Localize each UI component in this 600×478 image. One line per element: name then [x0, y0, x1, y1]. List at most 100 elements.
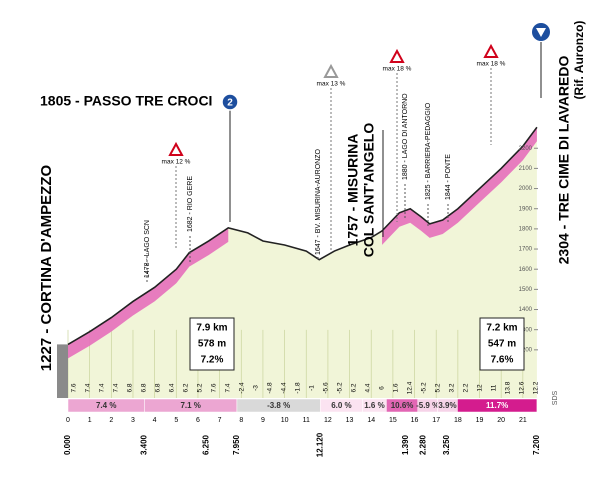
x-tick-label: 0: [66, 417, 70, 424]
climb-info: 7.9 km: [196, 323, 227, 334]
gradient-label: 7.4 %: [96, 401, 116, 410]
climb-info: 7.6%: [491, 355, 514, 366]
climb-box: [189, 317, 235, 371]
partial-gradient: 13.8: [505, 381, 512, 394]
partial-gradient: -5.2: [421, 382, 428, 394]
start-cliff: [57, 344, 68, 398]
climb-info: 7.2 km: [486, 323, 517, 334]
point-label: 1647 - BV. MISURINA-AURONZO: [315, 149, 322, 255]
gradient-label: 6.0 %: [331, 401, 351, 410]
y-tick-label: 1700: [519, 247, 533, 253]
distance-label: 0.000: [63, 434, 72, 455]
partial-gradient: 4.4: [365, 383, 372, 392]
distance-label: 12.120: [315, 432, 324, 457]
distance-label: 7.950: [232, 434, 241, 455]
partial-gradient: 7.6: [211, 383, 218, 392]
y-tick-label: 1500: [519, 287, 533, 293]
gradient-label: 10.6%: [391, 401, 414, 410]
area-fill: [68, 127, 537, 399]
x-tick-label: 20: [497, 417, 505, 424]
x-tick-label: 7: [218, 417, 222, 424]
y-tick-label: 1300: [519, 327, 533, 333]
x-tick-label: 4: [153, 417, 157, 424]
x-tick-label: 21: [519, 417, 527, 424]
x-tick-label: 16: [411, 417, 419, 424]
y-tick-label: 1400: [519, 307, 533, 313]
partial-gradient: 6.4: [169, 383, 176, 392]
partial-gradient: 6.8: [127, 383, 134, 392]
distance-label: 1.390: [401, 434, 410, 455]
place-label: 1227 - CORTINA D'AMPEZZO: [38, 164, 55, 371]
point-label: 1478 - LAGO SCN: [144, 220, 151, 278]
partial-gradient: 6.2: [351, 383, 358, 392]
point-label: 1825 - BARRIERA-PEDAGGIO: [425, 102, 432, 200]
point-label: 1880 - LAGO DI ANTORNO: [402, 93, 409, 180]
distance-label: 7.200: [532, 434, 541, 455]
point-label: 1844 - PONTE: [445, 154, 452, 200]
max-label: max 18 %: [477, 61, 506, 68]
x-tick-label: 2: [109, 417, 113, 424]
partial-gradient: 7.4: [85, 383, 92, 392]
y-tick-label: 1900: [519, 206, 533, 212]
x-tick-label: 15: [389, 417, 397, 424]
partial-gradient: 7.4: [113, 383, 120, 392]
credit: SDS: [552, 390, 559, 405]
max-label: max 13 %: [317, 81, 346, 88]
climb-info: 578 m: [198, 339, 226, 350]
x-tick-label: 8: [239, 417, 243, 424]
max-sign: [483, 43, 499, 58]
place-label: 1805 - PASSO TRE CROCI: [40, 93, 212, 109]
partial-gradient: 5.2: [197, 383, 204, 392]
point-label: 1682 - RIO GERE: [187, 176, 194, 232]
x-tick-label: 1: [88, 417, 92, 424]
gradient-label: -3.8 %: [267, 401, 290, 410]
distance-label: 6.250: [202, 434, 211, 455]
place-label: 1757 - MISURINA: [345, 134, 361, 247]
profile-line: [67, 126, 538, 346]
place-label: (Rif. Auronzo): [572, 21, 586, 100]
partial-gradient: 12.4: [407, 381, 414, 394]
max-label: max 12 %: [162, 159, 191, 166]
partial-gradient: 12.2: [533, 381, 540, 394]
gradient-label: 1.6 %: [364, 401, 384, 410]
max-sign: [168, 141, 184, 156]
place-label: 2304 - TRE CIME DI LAVAREDO: [556, 56, 572, 265]
max-label: max 18 %: [383, 66, 412, 73]
partial-gradient: 7.4: [225, 383, 232, 392]
gradient-segment: [457, 398, 538, 413]
climb-info: 7.2%: [201, 355, 224, 366]
partial-gradient: 12: [477, 384, 484, 392]
partial-gradient: -5.2: [337, 382, 344, 394]
y-tick-label: 2200: [519, 146, 533, 152]
x-tick-label: 17: [432, 417, 440, 424]
y-tick-label: 1200: [519, 347, 533, 353]
distance-label: 2.280: [418, 434, 427, 455]
partial-gradient: -2.4: [239, 382, 246, 394]
partial-gradient: 1.6: [393, 383, 400, 392]
x-tick-label: 14: [367, 417, 375, 424]
partial-gradient: 12.6: [519, 381, 526, 394]
partial-gradient: 7.4: [99, 383, 106, 392]
partial-gradient: -5.6: [323, 382, 330, 394]
x-tick-label: 11: [303, 417, 310, 424]
partial-gradient: 6: [379, 386, 386, 390]
x-tick-label: 12: [324, 417, 332, 424]
partial-gradient: 7.6: [71, 383, 78, 392]
y-tick-label: 1600: [519, 267, 533, 273]
x-tick-label: 6: [196, 417, 200, 424]
partial-gradient: -4.4: [281, 382, 288, 394]
distance-label: 3.250: [442, 434, 451, 455]
x-tick-label: 5: [174, 417, 178, 424]
x-tick-label: 9: [261, 417, 265, 424]
gradient-label: 7.1 %: [180, 401, 200, 410]
climb-info: 547 m: [488, 339, 516, 350]
gradient-label: 11.7%: [486, 401, 508, 410]
gradient-label: 3.9%: [438, 401, 456, 410]
max-sign: [389, 48, 405, 63]
distance-label: 3.400: [140, 434, 149, 455]
partial-gradient: -3: [253, 385, 260, 391]
finish-arrow: [536, 28, 546, 37]
x-tick-label: 13: [346, 417, 354, 424]
climb-box: [479, 317, 525, 371]
